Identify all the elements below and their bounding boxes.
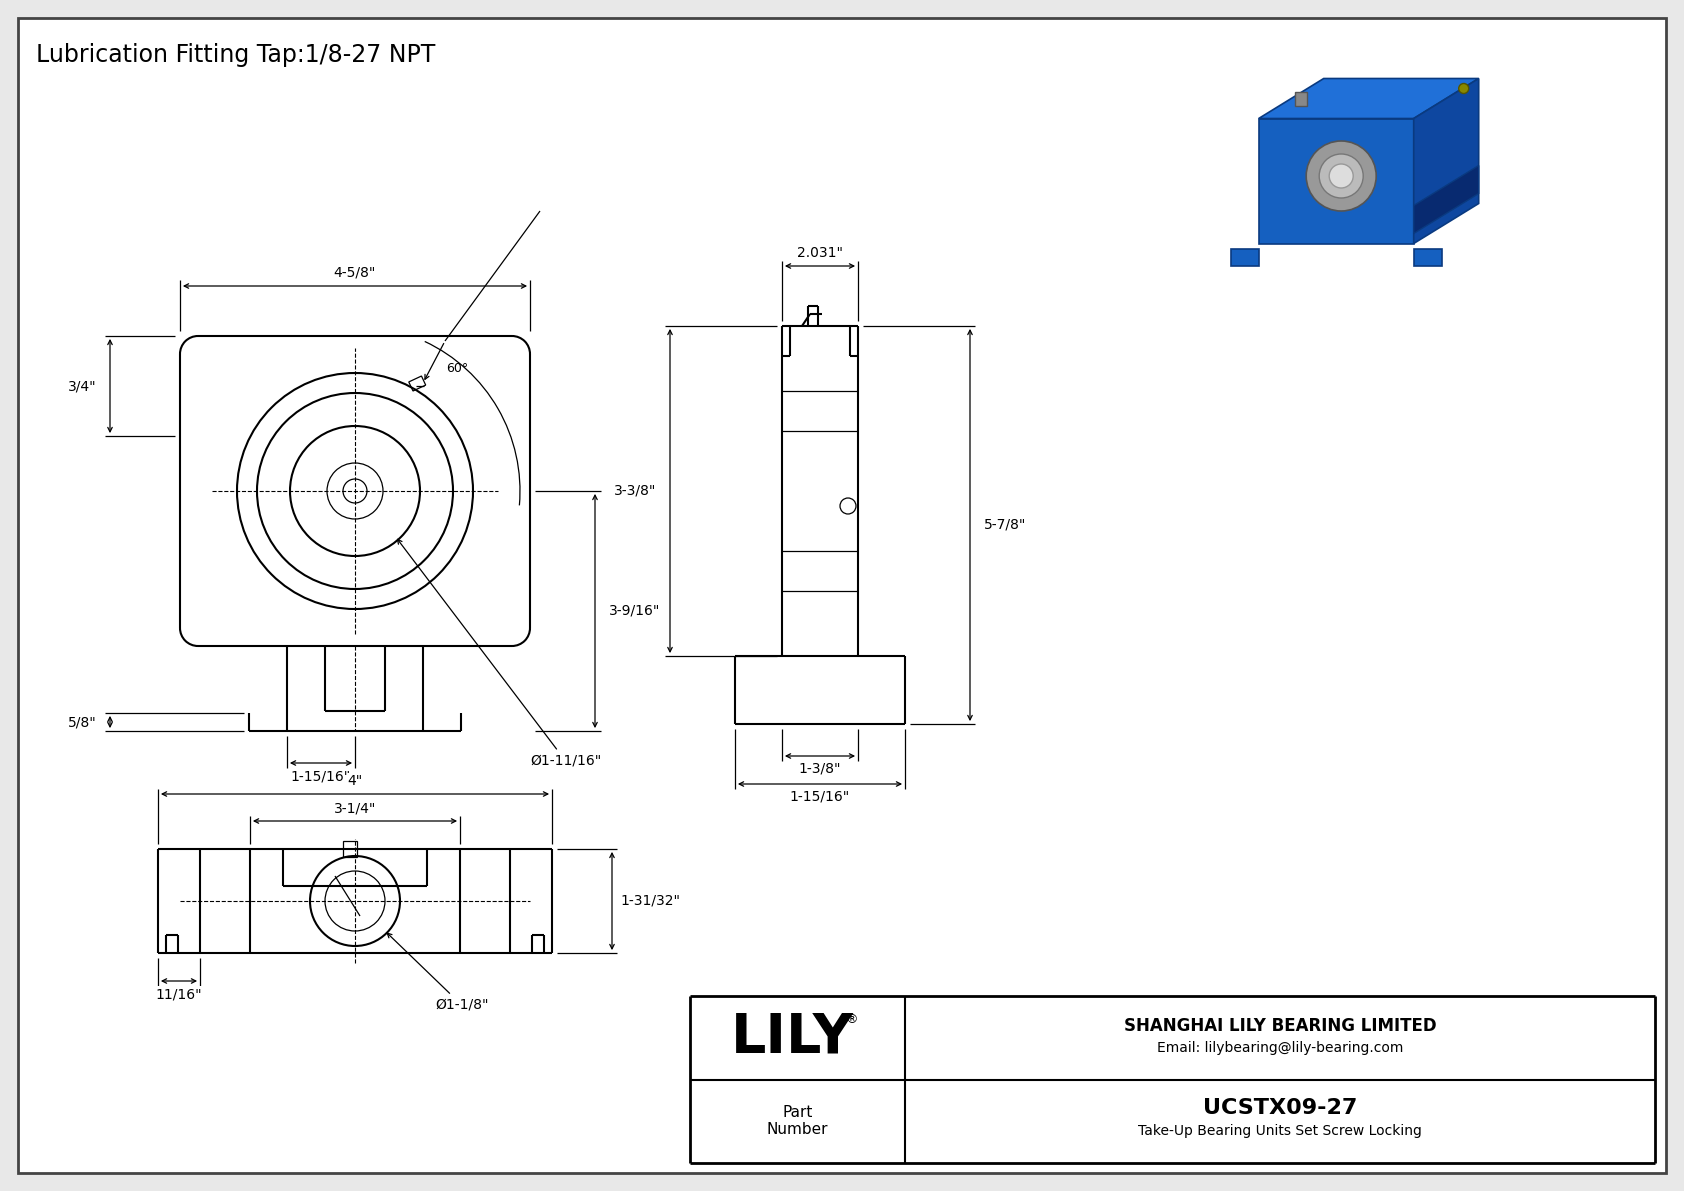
Text: 5-7/8": 5-7/8" (983, 518, 1026, 532)
Bar (344, 841, 357, 858)
Text: 11/16": 11/16" (155, 987, 202, 1000)
Text: 3/4": 3/4" (67, 379, 96, 393)
Text: 1-31/32": 1-31/32" (620, 894, 680, 908)
Bar (1295, 92, 1307, 106)
Text: 60°: 60° (446, 362, 468, 375)
Text: ®: ® (845, 1014, 859, 1027)
Text: UCSTX09-27: UCSTX09-27 (1202, 1098, 1357, 1118)
Text: Ø1-1/8": Ø1-1/8" (387, 934, 488, 1012)
Text: Ø1-11/16": Ø1-11/16" (397, 540, 601, 768)
Polygon shape (1413, 166, 1479, 233)
Text: 1-15/16": 1-15/16" (790, 790, 850, 804)
Polygon shape (1413, 249, 1442, 266)
Bar (409, 376, 426, 391)
Circle shape (1307, 141, 1376, 211)
Text: 4-5/8": 4-5/8" (333, 266, 376, 280)
Polygon shape (1258, 79, 1479, 118)
Text: Email: lilybearing@lily-bearing.com: Email: lilybearing@lily-bearing.com (1157, 1041, 1403, 1055)
Polygon shape (1413, 79, 1479, 243)
Text: SHANGHAI LILY BEARING LIMITED: SHANGHAI LILY BEARING LIMITED (1123, 1017, 1436, 1035)
Polygon shape (1231, 249, 1258, 266)
Polygon shape (1258, 118, 1413, 243)
Text: 4": 4" (347, 774, 362, 788)
Text: 2.031": 2.031" (797, 247, 844, 260)
Text: LILY: LILY (731, 1011, 854, 1065)
Text: 3-1/4": 3-1/4" (333, 802, 376, 815)
Circle shape (1319, 154, 1364, 198)
Text: Take-Up Bearing Units Set Screw Locking: Take-Up Bearing Units Set Screw Locking (1138, 1124, 1421, 1139)
Text: 1-3/8": 1-3/8" (798, 762, 842, 777)
Text: Lubrication Fitting Tap:1/8-27 NPT: Lubrication Fitting Tap:1/8-27 NPT (35, 43, 436, 67)
Circle shape (1458, 83, 1468, 94)
Text: 1-15/16": 1-15/16" (291, 769, 352, 782)
Text: 3-3/8": 3-3/8" (613, 484, 657, 498)
Circle shape (1329, 164, 1354, 188)
Text: 5/8": 5/8" (67, 715, 96, 729)
Text: 3-9/16": 3-9/16" (610, 604, 660, 618)
Text: Part
Number: Part Number (766, 1105, 829, 1137)
